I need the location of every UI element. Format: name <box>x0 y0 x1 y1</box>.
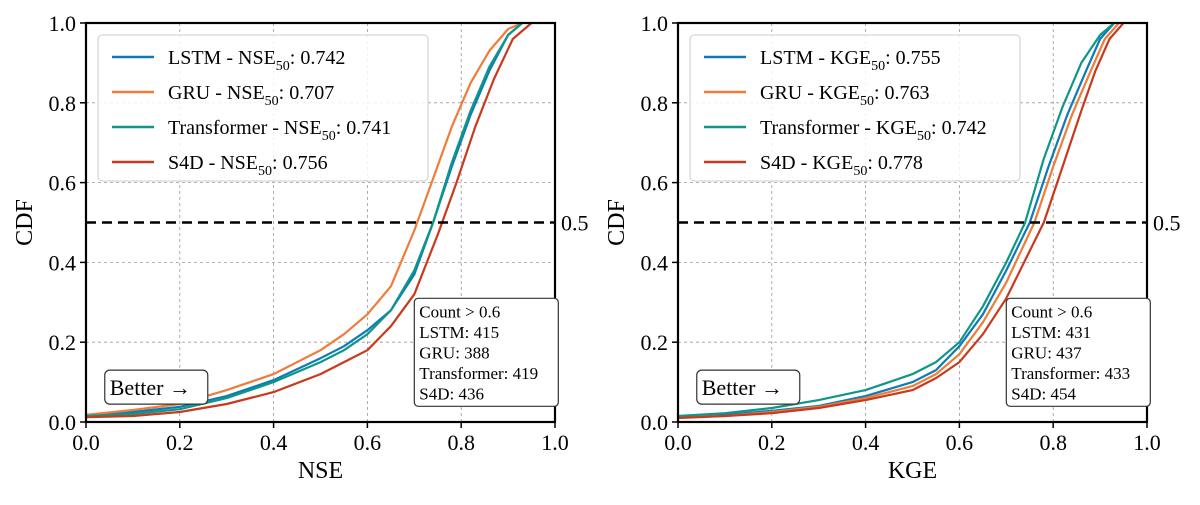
series-line-gru <box>677 22 1120 419</box>
legend: LSTM - KGE50: 0.755 GRU - KGE50: 0.763 Tra… <box>689 34 1021 182</box>
better-box <box>696 369 801 405</box>
better-label: Better → <box>702 375 783 400</box>
reference-line-label: 0.5 <box>561 211 589 236</box>
legend-entry-transformer: Transformer - KGE50: 0.742 <box>760 117 987 144</box>
stats-box-line: Transformer: 419 <box>419 364 538 383</box>
stats-box-line: LSTM: 415 <box>419 323 499 342</box>
y-axis-label: CDF <box>604 199 630 246</box>
chart-panel-nse: 0.5 0.0 0.2 0.4 0.6 0.8 1.0 0.0 0.2 0.4 0.6 0.8 1.0 N… <box>12 11 589 484</box>
y-tick-label: 0.8 <box>49 91 77 116</box>
x-axis-label: KGE <box>888 458 937 484</box>
legend-entry-gru: GRU - KGE50: 0.763 <box>760 82 930 109</box>
stats-box-line: S4D: 436 <box>419 384 484 403</box>
legend-box <box>97 34 429 182</box>
stats-box-frame <box>1005 297 1151 407</box>
better-annotation: Better → <box>696 369 801 405</box>
x-tick-label: 0.8 <box>447 430 475 455</box>
y-tick-label: 0.4 <box>641 250 669 275</box>
series-line-s4d <box>85 22 533 419</box>
legend-entry-transformer: Transformer - NSE50: 0.741 <box>168 117 391 144</box>
legend-entry-gru: GRU - NSE50: 0.707 <box>168 82 334 109</box>
stats-box-line: LSTM: 431 <box>1011 323 1091 342</box>
better-annotation: Better → <box>104 369 209 405</box>
x-tick-label: 0.8 <box>1039 430 1067 455</box>
x-tick-label: 1.0 <box>1133 430 1161 455</box>
y-tick-label: 0.6 <box>49 171 77 196</box>
legend-entry-s4d: S4D - KGE50: 0.778 <box>760 152 923 179</box>
y-tick-label: 1.0 <box>49 11 77 36</box>
y-axis-label: CDF <box>12 199 38 246</box>
axes-frame <box>84 21 557 424</box>
x-tick-label: 0.4 <box>852 430 880 455</box>
y-tick-label: 0.8 <box>641 91 669 116</box>
reference-line-label: 0.5 <box>1153 211 1181 236</box>
series-line-s4d <box>677 22 1125 420</box>
x-axis-label: NSE <box>298 458 343 484</box>
stats-box-title: Count > 0.6 <box>1011 302 1092 321</box>
axes-frame <box>676 21 1149 424</box>
better-box <box>104 369 209 405</box>
legend-box <box>689 34 1021 182</box>
stats-box-line: GRU: 388 <box>419 343 489 362</box>
stats-box-line: S4D: 454 <box>1011 384 1076 403</box>
stats-box-title: Count > 0.6 <box>419 302 500 321</box>
x-tick-label: 0.4 <box>260 430 288 455</box>
x-tick-label: 0.2 <box>166 430 194 455</box>
y-tick-label: 0.2 <box>49 330 77 355</box>
y-tick-label: 1.0 <box>641 11 669 36</box>
x-tick-label: 0.0 <box>72 430 100 455</box>
stats-box-line: Transformer: 433 <box>1011 364 1130 383</box>
y-tick-label: 0.0 <box>641 410 669 435</box>
y-tick-label: 0.4 <box>49 250 77 275</box>
legend-entry-lstm: LSTM - KGE50: 0.755 <box>760 47 941 74</box>
x-tick-label: 0.6 <box>354 430 382 455</box>
stats-box-frame <box>413 297 559 407</box>
y-tick-label: 0.2 <box>641 330 669 355</box>
legend-entry-lstm: LSTM - NSE50: 0.742 <box>168 47 345 74</box>
stats-box-line: GRU: 437 <box>1011 343 1082 362</box>
chart-panel-kge: 0.5 0.0 0.2 0.4 0.6 0.8 1.0 0.0 0.2 0.4 0.6 0.8 1.0 K… <box>604 11 1181 484</box>
legend: LSTM - NSE50: 0.742 GRU - NSE50: 0.707 Tra… <box>97 34 429 182</box>
y-tick-label: 0.0 <box>49 410 77 435</box>
x-tick-label: 0.0 <box>664 430 692 455</box>
legend-entry-s4d: S4D - NSE50: 0.756 <box>168 152 328 179</box>
x-tick-label: 0.2 <box>758 430 786 455</box>
x-tick-label: 0.6 <box>946 430 974 455</box>
better-label: Better → <box>110 375 191 400</box>
y-tick-label: 0.6 <box>641 171 669 196</box>
x-tick-label: 1.0 <box>541 430 569 455</box>
